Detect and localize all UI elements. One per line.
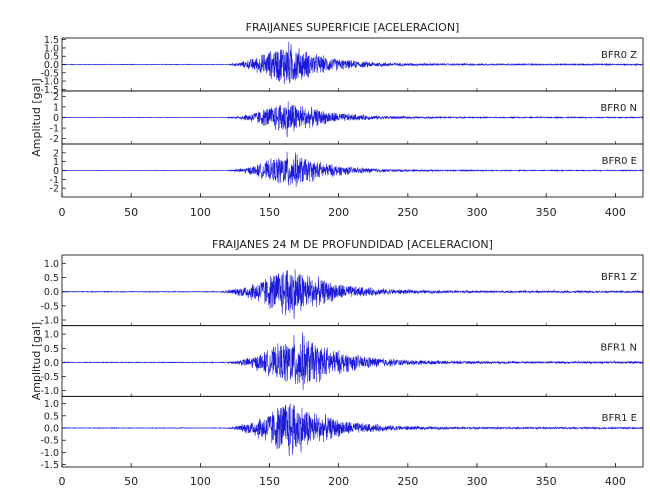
x-tick-label-1-7: 350 <box>536 475 557 488</box>
y-tick-label-0-0-0: 1.5 <box>44 35 59 46</box>
x-tick-label-0-8: 400 <box>605 206 626 219</box>
x-tick-label-1-3: 150 <box>259 475 280 488</box>
y-tick-label-0-2-2: 0 <box>53 166 59 177</box>
y-tick-label-0-1-0: 2 <box>53 92 59 103</box>
y-tick-label-1-2-0: 1.0 <box>44 399 59 410</box>
y-tick-label-1-1-0: 1.0 <box>44 330 59 341</box>
waveform-1-0 <box>61 269 644 319</box>
y-tick-label-1-0-0: 1.0 <box>44 259 59 270</box>
y-tick-label-1-0-3: -0.5 <box>40 301 59 312</box>
y-tick-label-0-0-6: -1.5 <box>40 85 59 96</box>
y-axis-label-1: Amplitud [gal] <box>30 322 43 400</box>
y-tick-label-0-1-4: -2 <box>50 134 59 145</box>
x-tick-label-1-8: 400 <box>605 475 626 488</box>
y-tick-label-0-2-1: 1 <box>53 157 59 168</box>
x-tick-label-0-0: 0 <box>59 206 66 219</box>
waveform-0-2 <box>61 151 644 187</box>
y-tick-label-0-2-3: -1 <box>50 175 59 186</box>
waveform-1-1 <box>61 332 644 390</box>
channel-label-0-1: BFR0 N <box>600 103 637 114</box>
waveform-0-0 <box>61 41 644 85</box>
channel-label-1-2: BFR1 E <box>602 413 637 424</box>
y-tick-label-1-1-4: -1.0 <box>40 386 59 397</box>
x-tick-label-1-5: 250 <box>397 475 418 488</box>
chart-title-0: FRAIJANES SUPERFICIE [ACELERACION] <box>246 21 460 34</box>
x-tick-label-0-1: 50 <box>124 206 138 219</box>
y-tick-label-1-1-2: 0.0 <box>44 358 59 369</box>
y-tick-label-0-0-1: 1.0 <box>44 43 59 54</box>
y-tick-label-0-2-4: -2 <box>50 184 59 195</box>
x-tick-label-0-6: 300 <box>467 206 488 219</box>
y-tick-label-1-2-4: -1.0 <box>40 448 59 459</box>
y-tick-label-1-0-1: 0.5 <box>44 273 59 284</box>
y-tick-label-1-2-5: -1.5 <box>40 460 59 471</box>
y-tick-label-0-0-5: -1.0 <box>40 77 59 88</box>
x-tick-label-0-7: 350 <box>536 206 557 219</box>
y-tick-label-1-2-2: 0.0 <box>44 424 59 435</box>
y-tick-label-1-0-4: -1.0 <box>40 316 59 327</box>
y-tick-label-1-2-1: 0.5 <box>44 411 59 422</box>
y-tick-label-1-2-3: -0.5 <box>40 436 59 447</box>
y-tick-label-1-1-3: -0.5 <box>40 372 59 383</box>
x-tick-label-1-1: 50 <box>124 475 138 488</box>
y-tick-label-1-0-2: 0.0 <box>44 287 59 298</box>
x-tick-label-1-0: 0 <box>59 475 66 488</box>
x-tick-label-1-4: 200 <box>328 475 349 488</box>
y-tick-label-0-1-1: 1 <box>53 102 59 113</box>
x-tick-label-0-4: 200 <box>328 206 349 219</box>
x-tick-label-1-6: 300 <box>467 475 488 488</box>
y-tick-label-0-2-0: 2 <box>53 148 59 159</box>
subplot-frame-1-2 <box>61 395 644 468</box>
y-tick-label-0-1-3: -1 <box>50 124 59 135</box>
y-tick-label-0-0-3: 0.0 <box>44 60 59 71</box>
y-tick-label-0-0-4: -0.5 <box>40 68 59 79</box>
y-tick-label-0-1-2: 0 <box>53 113 59 124</box>
waveform-1-2 <box>61 403 644 457</box>
chart-title-1: FRAIJANES 24 M DE PROFUNDIDAD [ACELERACI… <box>212 238 493 251</box>
waveform-0-1 <box>61 101 644 138</box>
channel-label-0-0: BFR0 Z <box>601 50 637 61</box>
y-tick-label-0-0-2: 0.5 <box>44 52 59 63</box>
x-tick-label-1-2: 100 <box>190 475 211 488</box>
x-tick-label-0-5: 250 <box>397 206 418 219</box>
y-tick-label-1-1-1: 0.5 <box>44 344 59 355</box>
channel-label-0-2: BFR0 E <box>602 156 637 167</box>
y-axis-label-0: Amplitud [gal] <box>30 78 43 156</box>
x-tick-label-0-3: 150 <box>259 206 280 219</box>
x-tick-label-0-2: 100 <box>190 206 211 219</box>
channel-label-1-0: BFR1 Z <box>601 272 637 283</box>
channel-label-1-1: BFR1 N <box>600 342 637 353</box>
